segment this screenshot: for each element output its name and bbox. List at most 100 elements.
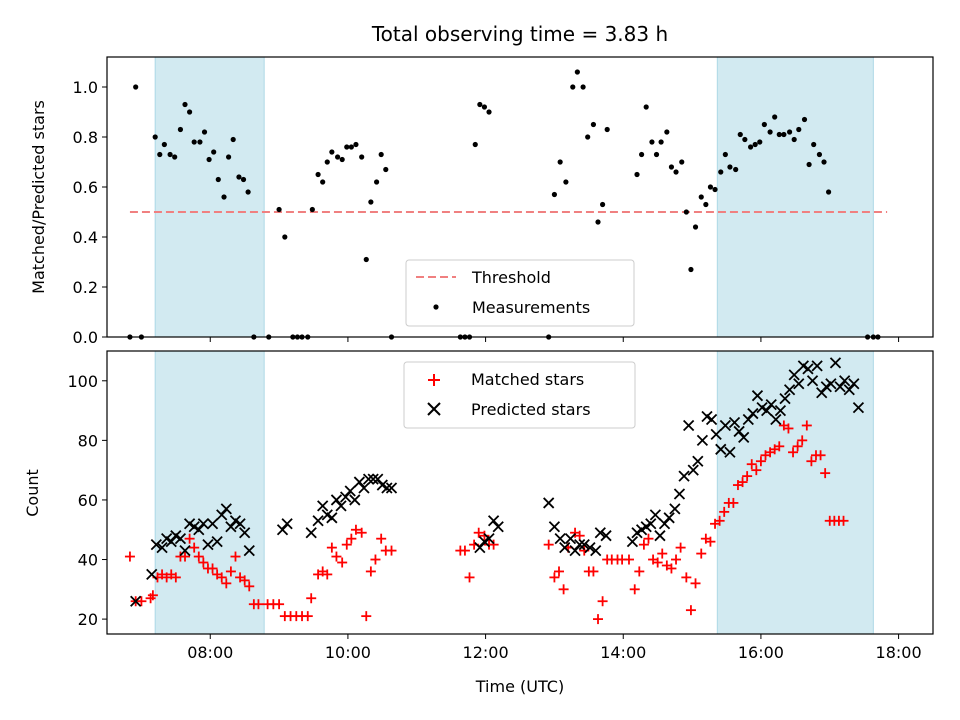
y-tick-label: 20 <box>78 610 98 629</box>
y-tick-label: 0.4 <box>73 228 98 247</box>
top-panel: Total observing time = 3.83 h 0.00.20.40… <box>29 22 934 347</box>
predicted-point <box>719 419 731 432</box>
x-tick-label: 18:00 <box>876 643 922 662</box>
measurement-point <box>276 206 282 213</box>
predicted-point <box>569 544 581 557</box>
measurement-point <box>574 69 580 75</box>
predicted-point <box>358 482 370 494</box>
top-y-ticks: 0.0 0.2 0.4 0.6 0.8 1.0 <box>73 78 107 347</box>
predicted-point <box>626 536 639 548</box>
measurement-point <box>649 139 655 145</box>
matched-point <box>666 563 677 574</box>
predicted-point <box>367 473 379 485</box>
matched-point <box>346 533 357 544</box>
predicted-point <box>848 378 860 390</box>
matched-point <box>147 590 158 601</box>
matched-point <box>681 572 692 583</box>
measurement-point <box>215 176 221 183</box>
matched-point <box>356 527 367 538</box>
predicted-point <box>281 518 293 530</box>
measurement-point <box>348 144 354 150</box>
matched-point <box>593 614 604 625</box>
measurement-point <box>187 109 193 115</box>
measurement-point <box>211 149 217 155</box>
matched-point <box>815 450 826 461</box>
y-tick-label: 80 <box>78 431 98 450</box>
matched-point <box>792 441 803 452</box>
measurement-point <box>221 194 227 200</box>
predicted-point <box>349 494 361 506</box>
measurement-point <box>477 101 483 108</box>
predicted-point <box>770 413 782 426</box>
predicted-point <box>385 482 398 494</box>
top-legend: Threshold Measurements <box>405 259 635 327</box>
matched-point <box>230 551 241 562</box>
predicted-point <box>564 533 577 545</box>
top-shaded-intervals <box>154 56 874 338</box>
matched-point <box>464 572 475 583</box>
measurement-point <box>486 109 492 115</box>
measurement-point <box>472 141 478 148</box>
measurement-point <box>590 121 597 128</box>
predicted-point <box>816 387 828 399</box>
bottom-x-ticks: 08:00 10:00 12:00 14:00 16:00 18:00 <box>187 634 922 662</box>
matched-point <box>322 569 333 580</box>
predicted-point <box>344 485 356 497</box>
predicted-point <box>594 527 606 539</box>
measurement-point <box>826 189 832 195</box>
predicted-point <box>543 497 555 509</box>
measurement-point <box>339 156 345 163</box>
top-x-ticks <box>209 337 900 342</box>
predicted-point <box>673 488 686 500</box>
measurement-point <box>781 131 787 138</box>
predicted-point <box>487 515 500 527</box>
measurement-point <box>712 186 718 193</box>
measurement-point <box>791 136 797 143</box>
predicted-point <box>811 360 823 372</box>
y-tick-label: 1.0 <box>73 78 98 97</box>
predicted-point <box>692 455 704 467</box>
matched-point <box>588 566 599 577</box>
measurement-point <box>206 156 212 163</box>
legend-threshold-label: Threshold <box>471 268 551 287</box>
measurement-point <box>643 104 649 110</box>
measurement-point <box>245 189 251 195</box>
measurement-point <box>320 179 326 185</box>
predicted-point <box>483 533 495 545</box>
measurement-point <box>737 131 743 138</box>
predicted-point <box>225 521 237 533</box>
measurement-point <box>658 139 664 145</box>
measurement-point <box>634 171 640 178</box>
measurement-point <box>344 144 350 150</box>
matched-point <box>806 456 817 467</box>
matched-point <box>180 551 191 562</box>
predicted-point <box>474 541 486 554</box>
predicted-point <box>362 473 375 485</box>
predicted-point <box>687 464 699 476</box>
predicted-point <box>174 533 187 545</box>
measurement-point <box>282 234 288 240</box>
bottom-panel: 20 40 60 80 100 08:00 10:00 12:00 14:00 16:00 18:… <box>23 350 934 696</box>
predicted-point <box>584 541 596 554</box>
matched-point <box>558 584 569 595</box>
measurement-point <box>679 159 685 165</box>
predicted-point <box>733 425 745 438</box>
matched-point <box>652 557 663 568</box>
predicted-point <box>305 527 317 539</box>
x-tick-label: 10:00 <box>325 643 371 662</box>
predicted-point <box>683 419 695 432</box>
matched-point <box>306 593 317 604</box>
measurement-point <box>595 219 601 225</box>
measurement-point <box>747 144 754 150</box>
measurement-point <box>557 159 563 165</box>
matched-point <box>634 566 645 577</box>
measurement-point <box>329 149 335 155</box>
matched-point <box>198 557 209 568</box>
measurement-point <box>821 159 827 165</box>
measurement-point <box>133 84 139 90</box>
predicted-point <box>234 518 246 530</box>
x-tick-label: 08:00 <box>187 643 233 662</box>
predicted-point <box>578 538 590 551</box>
y-tick-label: 0.2 <box>73 278 98 297</box>
